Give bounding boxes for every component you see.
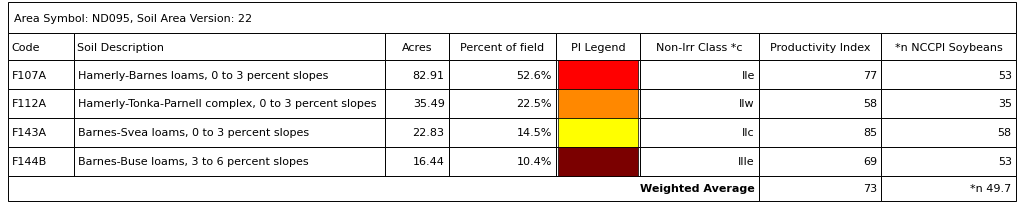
Text: F144B: F144B xyxy=(12,157,47,167)
Bar xyxy=(385,61,449,90)
Bar xyxy=(385,34,449,61)
Bar xyxy=(449,147,556,176)
Bar xyxy=(640,118,759,147)
Text: Percent of field: Percent of field xyxy=(460,42,545,52)
Bar xyxy=(75,61,385,90)
Bar xyxy=(75,118,385,147)
Text: 58: 58 xyxy=(863,99,878,109)
Text: 53: 53 xyxy=(997,157,1012,167)
Text: 52.6%: 52.6% xyxy=(516,70,552,80)
Bar xyxy=(75,147,385,176)
Bar xyxy=(385,90,449,118)
Text: IIe: IIe xyxy=(741,70,755,80)
Text: Area Symbol: ND095, Soil Area Version: 22: Area Symbol: ND095, Soil Area Version: 2… xyxy=(14,13,253,23)
Text: 16.44: 16.44 xyxy=(413,157,444,167)
Text: Barnes-Svea loams, 0 to 3 percent slopes: Barnes-Svea loams, 0 to 3 percent slopes xyxy=(79,128,309,138)
Bar xyxy=(8,61,75,90)
Bar xyxy=(385,118,449,147)
Text: IIIe: IIIe xyxy=(738,157,755,167)
Bar xyxy=(556,147,640,176)
Text: Barnes-Buse loams, 3 to 6 percent slopes: Barnes-Buse loams, 3 to 6 percent slopes xyxy=(79,157,309,167)
Bar xyxy=(640,147,759,176)
Bar xyxy=(75,90,385,118)
Bar xyxy=(759,118,882,147)
Text: 53: 53 xyxy=(997,70,1012,80)
Text: *n NCCPI Soybeans: *n NCCPI Soybeans xyxy=(895,42,1002,52)
Text: IIc: IIc xyxy=(742,128,755,138)
Bar xyxy=(556,61,640,90)
Bar xyxy=(882,176,1016,201)
Bar xyxy=(882,90,1016,118)
Bar xyxy=(8,147,75,176)
Text: Soil Description: Soil Description xyxy=(78,42,165,52)
Text: 10.4%: 10.4% xyxy=(516,157,552,167)
Text: 22.83: 22.83 xyxy=(413,128,444,138)
Text: Productivity Index: Productivity Index xyxy=(770,42,870,52)
Text: *n 49.7: *n 49.7 xyxy=(971,184,1012,193)
Bar xyxy=(640,90,759,118)
Text: 73: 73 xyxy=(863,184,878,193)
Bar xyxy=(556,90,640,118)
Bar xyxy=(558,119,638,147)
Bar xyxy=(449,34,556,61)
Text: 69: 69 xyxy=(863,157,878,167)
Bar xyxy=(8,176,759,201)
Bar xyxy=(558,90,638,118)
Bar xyxy=(640,34,759,61)
Text: IIw: IIw xyxy=(739,99,755,109)
Bar xyxy=(556,34,640,61)
Bar xyxy=(8,118,75,147)
Bar xyxy=(8,3,1016,34)
Bar xyxy=(882,61,1016,90)
Bar xyxy=(385,147,449,176)
Text: PI Legend: PI Legend xyxy=(570,42,626,52)
Text: 35: 35 xyxy=(997,99,1012,109)
Text: 22.5%: 22.5% xyxy=(516,99,552,109)
Bar xyxy=(558,61,638,89)
Text: 58: 58 xyxy=(997,128,1012,138)
Text: F107A: F107A xyxy=(12,70,47,80)
Text: 35.49: 35.49 xyxy=(413,99,444,109)
Bar xyxy=(759,90,882,118)
Text: 85: 85 xyxy=(863,128,878,138)
Text: 14.5%: 14.5% xyxy=(516,128,552,138)
Bar xyxy=(882,147,1016,176)
Text: Hamerly-Tonka-Parnell complex, 0 to 3 percent slopes: Hamerly-Tonka-Parnell complex, 0 to 3 pe… xyxy=(79,99,377,109)
Text: F112A: F112A xyxy=(12,99,47,109)
Bar xyxy=(759,34,882,61)
Bar xyxy=(8,90,75,118)
Bar xyxy=(759,176,882,201)
Bar xyxy=(556,118,640,147)
Bar xyxy=(449,118,556,147)
Bar xyxy=(882,118,1016,147)
Text: F143A: F143A xyxy=(12,128,47,138)
Bar xyxy=(640,61,759,90)
Text: 77: 77 xyxy=(863,70,878,80)
Text: Weighted Average: Weighted Average xyxy=(640,184,755,193)
Text: Code: Code xyxy=(11,42,40,52)
Bar xyxy=(759,61,882,90)
Text: Acres: Acres xyxy=(401,42,432,52)
Bar xyxy=(75,34,385,61)
Text: Non-Irr Class *c: Non-Irr Class *c xyxy=(656,42,743,52)
Bar xyxy=(449,90,556,118)
Text: 82.91: 82.91 xyxy=(413,70,444,80)
Bar xyxy=(882,34,1016,61)
Bar xyxy=(8,34,75,61)
Bar xyxy=(449,61,556,90)
Text: Hamerly-Barnes loams, 0 to 3 percent slopes: Hamerly-Barnes loams, 0 to 3 percent slo… xyxy=(79,70,329,80)
Bar xyxy=(558,148,638,176)
Bar xyxy=(759,147,882,176)
